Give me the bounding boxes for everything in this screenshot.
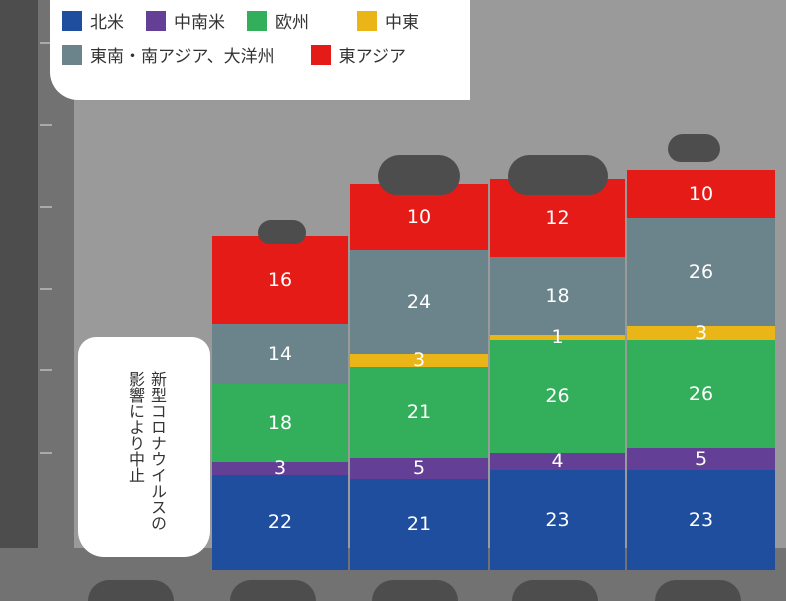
segment-europe: 26 [490,340,625,453]
y-axis-label-area [0,0,42,601]
legend-item-north-america: 北米 [62,8,124,33]
legend-label: 北米 [90,13,124,33]
total-label-obscured [378,155,460,195]
legend-swatch [310,44,331,65]
legend-swatch [247,10,267,31]
y-tick [40,452,52,454]
bar-column-3: 23 4 26 1 18 12 [490,179,625,570]
x-axis-label-obscured [88,580,174,601]
legend-label: 欧州 [275,13,309,33]
legend-swatch [62,10,82,31]
y-tick [40,124,52,126]
bar-column-2: 21 5 21 3 24 10 [350,184,488,570]
segment-europe: 18 [212,384,348,462]
total-label-obscured [508,155,608,195]
segment-latin-america: 5 [350,458,488,479]
segment-southeast-asia: 26 [627,218,775,326]
segment-north-america: 21 [350,479,488,570]
cancelled-annotation: 新型コロナウイルスの影響により中止 [78,337,210,557]
legend-swatch [357,10,377,31]
segment-east-asia: 10 [350,184,488,250]
segment-middle-east: 3 [350,351,488,370]
legend-label: 東アジア [338,47,406,67]
x-axis-label-obscured [372,580,458,601]
legend-item-europe: 欧州 [247,8,309,33]
segment-latin-america: 5 [627,448,775,470]
segment-latin-america: 3 [212,459,348,478]
legend-label: 中東 [385,13,419,33]
bar-column-4: 23 5 26 3 26 10 [627,170,775,570]
segment-europe: 26 [627,340,775,448]
annotation-text: 新型コロナウイルスの影響により中止 [126,371,167,531]
y-tick [40,288,52,290]
legend-item-middle-east: 中東 [357,8,419,33]
segment-europe: 21 [350,367,488,458]
segment-north-america: 23 [490,470,625,570]
segment-southeast-asia: 18 [490,257,625,335]
legend-label: 中南米 [174,13,225,33]
legend-label: 東南・南アジア、大洋州 [90,47,275,67]
segment-east-asia: 10 [627,170,775,218]
total-label-obscured [668,134,720,162]
y-tick [40,42,52,44]
x-axis-label-obscured [655,580,741,601]
segment-middle-east: 1 [490,328,625,347]
y-axis-band [38,0,74,601]
legend-item-southeast-asia: 東南・南アジア、大洋州 [62,42,275,67]
segment-east-asia: 16 [212,236,348,324]
segment-north-america: 22 [212,475,348,570]
x-axis-label-obscured [512,580,598,601]
legend-item-east-asia: 東アジア [310,42,406,67]
segment-north-america: 23 [627,470,775,570]
legend-swatch [146,10,166,31]
legend-item-latin-america: 中南米 [146,8,225,33]
y-tick [40,206,52,208]
legend-swatch [62,44,82,65]
segment-southeast-asia: 24 [350,250,488,354]
y-tick [40,369,52,371]
segment-latin-america: 4 [490,452,625,471]
total-label-obscured [258,220,306,244]
bar-column-1: 22 3 18 14 16 [212,236,348,570]
x-axis-label-obscured [230,580,316,601]
segment-southeast-asia: 14 [212,324,348,384]
chart-legend: 北米 中南米 欧州 中東 東南・南アジア、大洋州 東アジア [50,0,470,100]
segment-middle-east: 3 [627,323,775,342]
